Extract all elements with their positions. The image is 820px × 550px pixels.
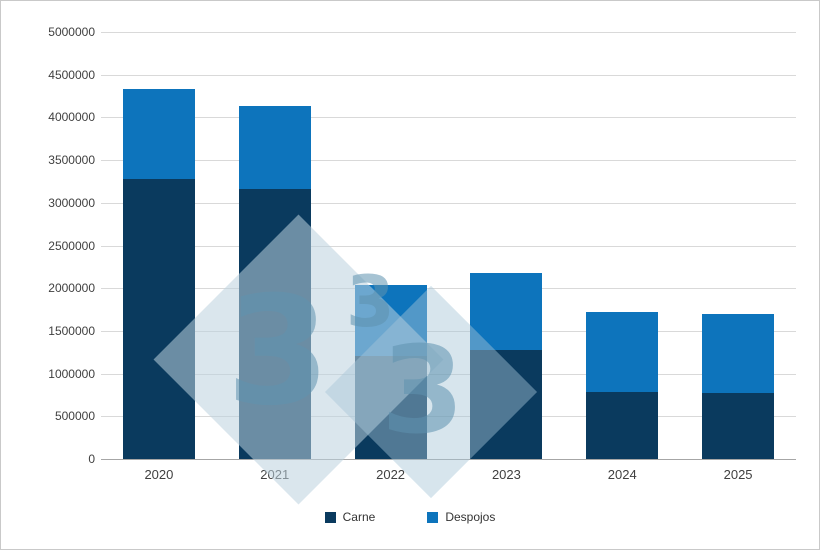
x-tick-label-2021: 2021 (260, 467, 290, 482)
bar-2023-carne[interactable] (470, 349, 543, 459)
gridline (101, 288, 796, 290)
y-tick-label: 1500000 (48, 323, 95, 338)
bar-2022-despojos[interactable] (354, 284, 427, 356)
gridline (101, 202, 796, 204)
bar-2022-carne[interactable] (354, 355, 427, 459)
bar-2025-despojos[interactable] (702, 313, 775, 394)
y-tick-label: 500000 (54, 409, 95, 424)
y-tick-label: 2500000 (48, 238, 95, 253)
bar-2023-despojos[interactable] (470, 272, 543, 350)
legend-label: Despojos (445, 510, 496, 524)
y-tick-label: 3500000 (48, 153, 95, 168)
gridline (101, 373, 796, 375)
y-tick-label: 3000000 (48, 195, 95, 210)
legend-label: Carne (342, 510, 376, 524)
x-tick-label-2023: 2023 (491, 467, 521, 482)
x-axis-line (101, 459, 796, 460)
y-tick-label: 0 (88, 452, 95, 466)
legend-item-despojos[interactable]: Despojos (427, 510, 495, 524)
gridline (101, 32, 796, 33)
gridline (101, 330, 796, 332)
y-tick-label: 4500000 (48, 67, 95, 82)
legend-swatch-icon (427, 511, 439, 523)
y-tick-label: 2000000 (48, 281, 95, 296)
gridline (101, 416, 796, 418)
x-tick-label-2020: 2020 (144, 467, 174, 482)
bar-2024-carne[interactable] (586, 392, 659, 459)
gridline (101, 74, 796, 76)
bar-2020-carne[interactable] (122, 178, 195, 459)
x-tick-label-2022: 2022 (376, 467, 406, 482)
bar-2020-despojos[interactable] (122, 89, 195, 179)
bar-2021-despojos[interactable] (238, 106, 311, 190)
plot-area: 3 3 3 (101, 32, 796, 505)
y-tick-label: 1000000 (48, 366, 95, 381)
y-tick-label: 4000000 (48, 110, 95, 125)
y-tick-label: 5000000 (48, 25, 95, 39)
bar-2025-carne[interactable] (702, 393, 775, 459)
bar-2024-despojos[interactable] (586, 312, 659, 393)
bar-2021-carne[interactable] (238, 189, 311, 459)
gridline (101, 245, 796, 247)
gridline (101, 160, 796, 162)
gridline (101, 117, 796, 119)
legend: Carne Despojos (1, 510, 819, 524)
x-tick-label-2024: 2024 (607, 467, 637, 482)
legend-swatch-icon (324, 511, 336, 523)
legend-item-carne[interactable]: Carne (324, 510, 376, 524)
x-tick-label-2025: 2025 (723, 467, 753, 482)
